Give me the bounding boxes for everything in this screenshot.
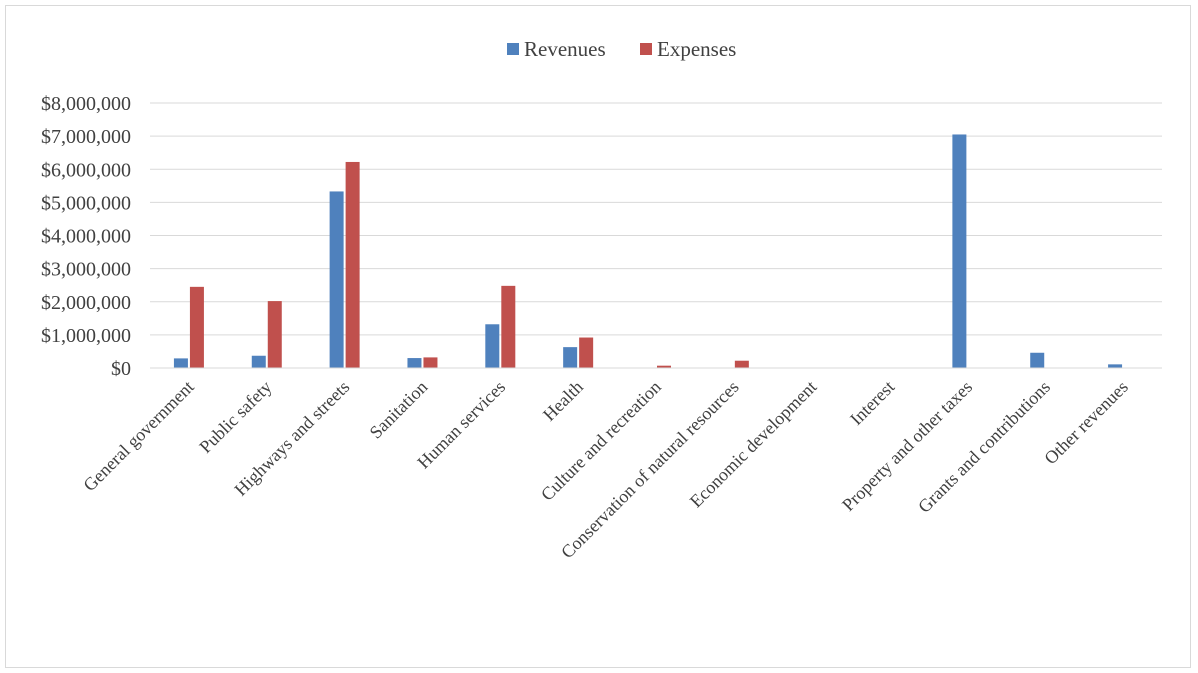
bar-expenses-health	[579, 337, 594, 368]
y-tick-label: $7,000,000	[41, 126, 131, 148]
bar-expenses-sanitation	[423, 357, 438, 368]
bar-revenues-grants-and-contributions	[1030, 352, 1045, 368]
y-tick-label: $2,000,000	[41, 292, 131, 314]
x-tick-label: Sanitation	[366, 377, 432, 443]
y-tick-label: $0	[111, 358, 131, 380]
bar-expenses-conservation-of-natural-resources	[734, 360, 749, 368]
legend-swatch-expenses	[640, 43, 652, 55]
bars	[173, 134, 1123, 368]
bar-expenses-public-safety	[267, 301, 282, 368]
x-tick-label: General government	[79, 377, 197, 495]
x-tick-label: Interest	[846, 377, 898, 429]
y-tick-label: $5,000,000	[41, 192, 131, 214]
bar-expenses-general-government	[189, 286, 204, 368]
bar-revenues-public-safety	[251, 355, 266, 368]
bar-revenues-highways-and-streets	[329, 191, 344, 368]
bar-expenses-human-services	[501, 285, 516, 368]
bar-revenues-other-revenues	[1108, 364, 1123, 368]
bar-expenses-culture-and-recreation	[657, 365, 671, 368]
y-tick-label: $4,000,000	[41, 226, 131, 248]
bar-revenues-human-services	[485, 324, 500, 368]
bar-expenses-highways-and-streets	[345, 161, 360, 368]
gridlines	[150, 102, 1162, 336]
legend-label-revenues: Revenues	[524, 37, 606, 61]
y-tick-label: $8,000,000	[41, 93, 131, 115]
bar-revenues-health	[563, 347, 578, 368]
x-tick-label: Economic development	[686, 377, 821, 512]
x-tick-label: Health	[539, 377, 587, 425]
y-axis-tick-labels: $0 $1,000,000 $2,000,000 $3,000,000 $4,000,0…	[41, 93, 131, 380]
y-tick-label: $3,000,000	[41, 259, 131, 281]
bar-revenues-sanitation	[407, 358, 422, 368]
bar-revenues-general-government	[173, 358, 188, 368]
x-tick-label: Grants and contributions	[914, 377, 1054, 517]
x-tick-label: Property and other taxes	[838, 377, 976, 515]
x-tick-label: Public safety	[195, 377, 275, 457]
y-tick-label: $6,000,000	[41, 159, 131, 181]
x-tick-label: Other revenues	[1040, 377, 1132, 469]
legend-swatch-revenues	[507, 43, 519, 55]
bar-revenues-property-and-other-taxes	[952, 134, 967, 368]
y-tick-label: $1,000,000	[41, 325, 131, 347]
legend-label-expenses: Expenses	[657, 37, 736, 61]
legend: Revenues Expenses	[507, 37, 736, 61]
